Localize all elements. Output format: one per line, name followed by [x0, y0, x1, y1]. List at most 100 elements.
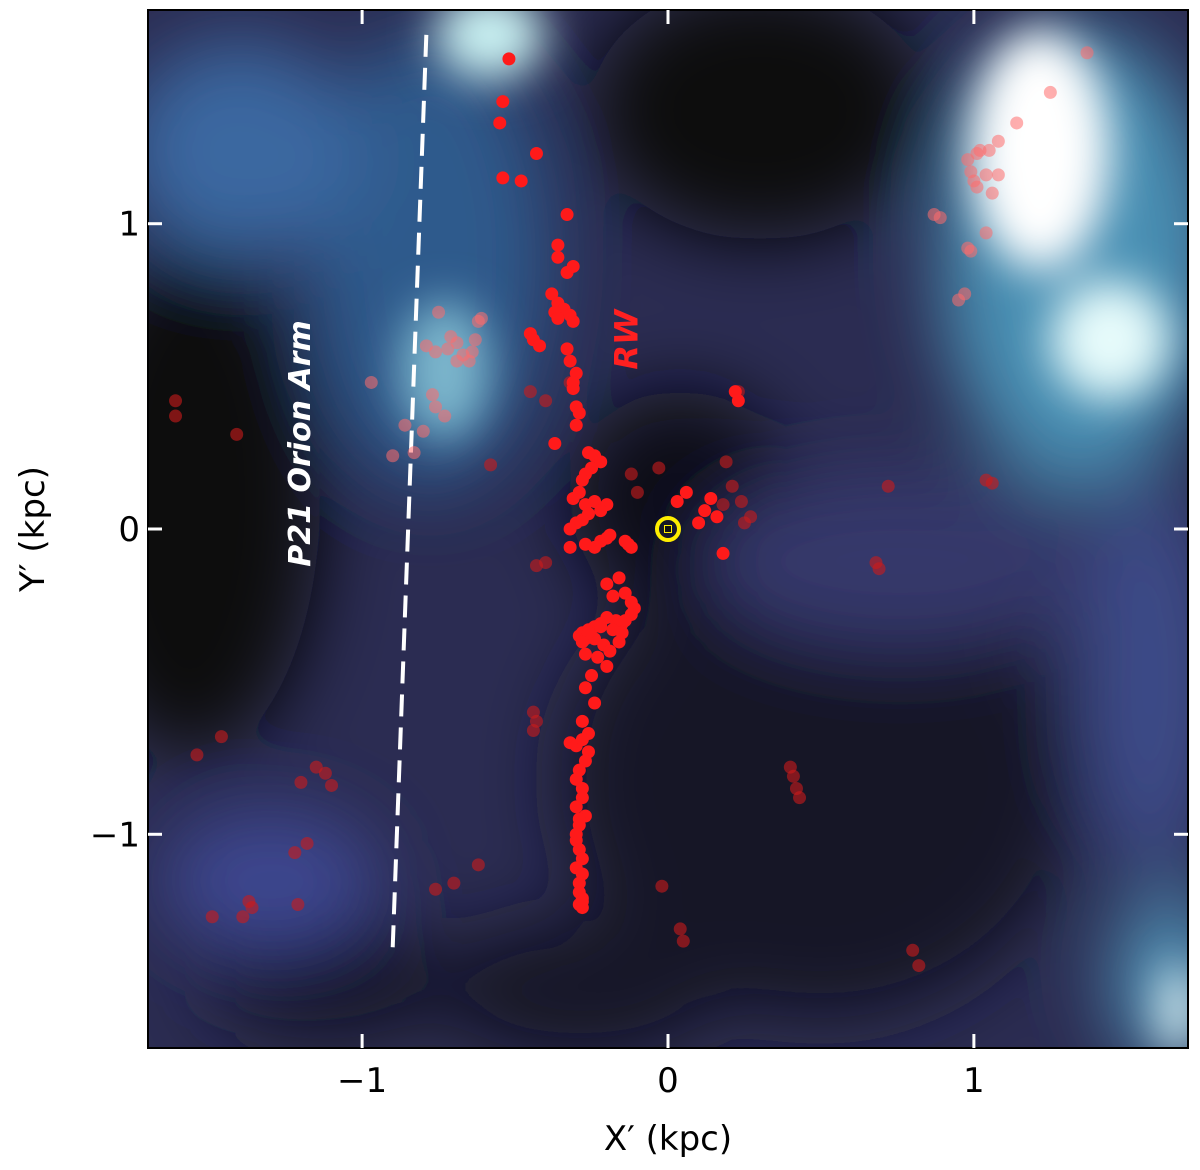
faint-point [652, 461, 666, 475]
rw-point [578, 754, 592, 768]
rw-point [670, 495, 684, 509]
y-tick-label: −1 [90, 815, 140, 855]
rw-point [529, 146, 543, 160]
rw-point [603, 644, 617, 658]
rw-point [575, 714, 589, 728]
density-map-background [148, 10, 1188, 1048]
faint-point [961, 153, 975, 167]
faint-point [205, 910, 219, 924]
faint-point [468, 333, 482, 347]
faint-point [425, 388, 439, 402]
faint-point [719, 455, 733, 469]
faint-point [318, 766, 332, 780]
y-tick-label: 0 [118, 510, 140, 550]
rw-point [533, 339, 547, 353]
faint-point [952, 293, 966, 307]
faint-point [964, 244, 978, 258]
rw-point [585, 669, 599, 683]
points-layer [169, 46, 1094, 973]
faint-point [630, 485, 644, 499]
faint-point [1010, 116, 1024, 130]
y-tick-label: 1 [118, 205, 140, 245]
faint-point [906, 943, 920, 957]
rw-point [600, 577, 614, 591]
rw-point [679, 485, 693, 499]
rw-label: RW [607, 308, 645, 370]
rw-point [560, 266, 574, 280]
rw-point [603, 528, 617, 542]
faint-point [985, 186, 999, 200]
rw-point [572, 876, 586, 890]
rw-point [588, 495, 602, 509]
rw-point [563, 522, 577, 536]
rw-point [560, 342, 574, 356]
rw-point [581, 626, 595, 640]
annotations-layer: P21 Orion Arm RW [283, 308, 645, 567]
faint-point [190, 748, 204, 762]
faint-point [300, 836, 314, 850]
faint-point [465, 345, 479, 359]
faint-point [673, 922, 687, 936]
sun-marker-center [664, 525, 672, 533]
faint-point [970, 180, 984, 194]
faint-point [407, 446, 421, 460]
y-axis-label: Y′ (kpc) [13, 466, 53, 593]
rw-point [566, 491, 580, 505]
faint-point [364, 375, 378, 389]
rw-point [572, 406, 586, 420]
faint-point [169, 394, 183, 408]
faint-point [309, 760, 323, 774]
faint-point [786, 769, 800, 783]
rw-point [572, 812, 586, 826]
faint-point [991, 134, 1005, 148]
rw-point [569, 772, 583, 786]
rw-point [618, 586, 632, 600]
rw-point [548, 437, 562, 451]
faint-point [236, 910, 250, 924]
faint-point [933, 211, 947, 225]
faint-point [398, 418, 412, 432]
rw-point [496, 95, 510, 109]
rw-point [493, 116, 507, 130]
faint-point [523, 385, 537, 399]
rw-point [563, 354, 577, 368]
rw-point [566, 314, 580, 328]
faint-point [881, 479, 895, 493]
faint-point [169, 409, 183, 423]
rw-point [551, 238, 565, 252]
rw-point [575, 733, 589, 747]
faint-point [912, 959, 926, 973]
faint-point [869, 556, 883, 570]
rw-point [606, 623, 620, 637]
faint-point [529, 559, 543, 573]
rw-point [575, 894, 589, 908]
orion-arm-dashed-line [390, 34, 429, 948]
line-layer [390, 34, 429, 948]
rw-point [545, 287, 559, 301]
faint-point [432, 305, 446, 319]
faint-point [979, 473, 993, 487]
rw-point [578, 681, 592, 695]
rw-point [704, 491, 718, 505]
faint-point [716, 498, 730, 512]
rw-point [588, 696, 602, 710]
faint-point [655, 879, 669, 893]
faint-point [429, 882, 443, 896]
rw-point [551, 250, 565, 264]
rw-point [575, 782, 589, 795]
rw-point [569, 827, 583, 841]
faint-point [793, 791, 807, 805]
rw-point [698, 504, 712, 518]
faint-point [294, 775, 308, 789]
faint-point [676, 934, 690, 948]
rw-point [716, 546, 730, 560]
faint-point [471, 858, 485, 872]
faint-point [441, 342, 455, 356]
x-tick-label: −1 [337, 1061, 387, 1101]
rw-point [514, 174, 528, 188]
rw-point [496, 171, 510, 185]
faint-point [291, 898, 305, 912]
faint-point [539, 394, 553, 408]
